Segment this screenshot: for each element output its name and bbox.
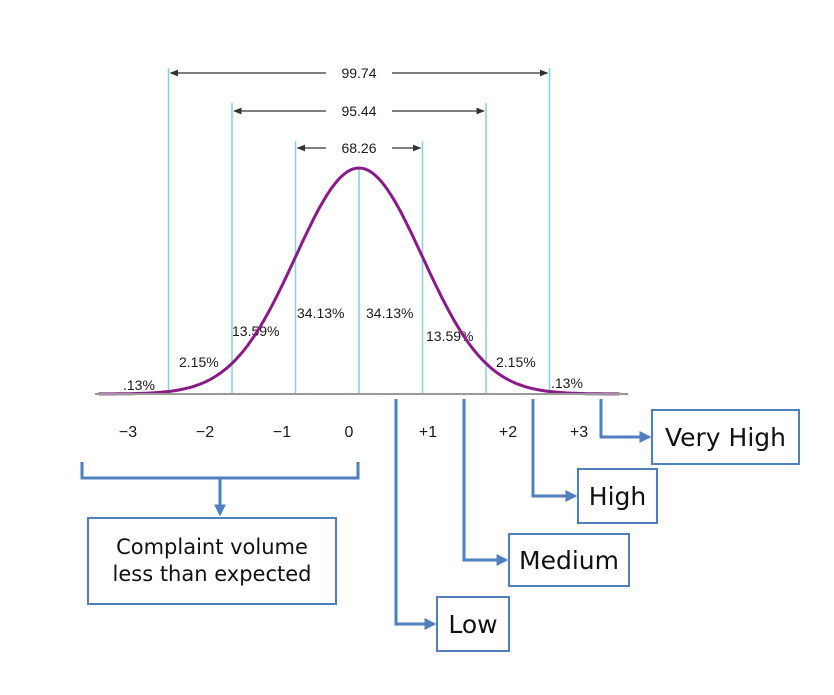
category-connector: [462, 399, 509, 566]
percentage-label: 34.13%: [366, 305, 413, 321]
percentage-label: .13%: [123, 377, 155, 393]
percentage-label: .13%: [551, 375, 583, 391]
below-expected-bracket: [80, 462, 360, 480]
category-medium: Medium: [508, 533, 630, 587]
x-tick-label: +2: [499, 424, 517, 441]
category-low: Low: [436, 596, 510, 652]
range-label: 68.26: [341, 140, 376, 156]
x-tick-label: +3: [570, 424, 588, 441]
below-expected-line1: Complaint volume: [116, 535, 308, 559]
percentage-labels: .13%2.15%13.59%34.13% 34.13%13.59%2.15%.1…: [123, 305, 583, 393]
range-arrows: 68.26 95.44 99.74: [169, 65, 549, 156]
x-tick-label: −1: [273, 424, 291, 441]
below-expected-label: Complaint volume less than expected: [87, 517, 337, 605]
category-connector: [599, 399, 652, 443]
x-tick-labels: −3 −2 −1 0 +1 +2 +3: [119, 424, 588, 441]
x-tick-label: +1: [419, 424, 437, 441]
sigma-lines: [167, 68, 551, 394]
x-tick-label: −3: [119, 424, 137, 441]
category-connector: [531, 399, 578, 502]
category-high: High: [577, 468, 658, 524]
percentage-label: 2.15%: [179, 354, 219, 370]
category-very-high: Very High: [651, 409, 800, 465]
x-tick-label: 0: [345, 424, 354, 441]
range-label: 95.44: [341, 103, 376, 119]
range-label: 99.74: [341, 65, 376, 81]
x-tick-label: −2: [196, 424, 214, 441]
percentage-label: 34.13%: [297, 305, 344, 321]
category-connector: [394, 399, 437, 630]
below-expected-line2: less than expected: [112, 562, 312, 586]
percentage-label: 2.15%: [496, 354, 536, 370]
bell-curve: [98, 166, 620, 396]
category-connectors: [394, 399, 652, 630]
